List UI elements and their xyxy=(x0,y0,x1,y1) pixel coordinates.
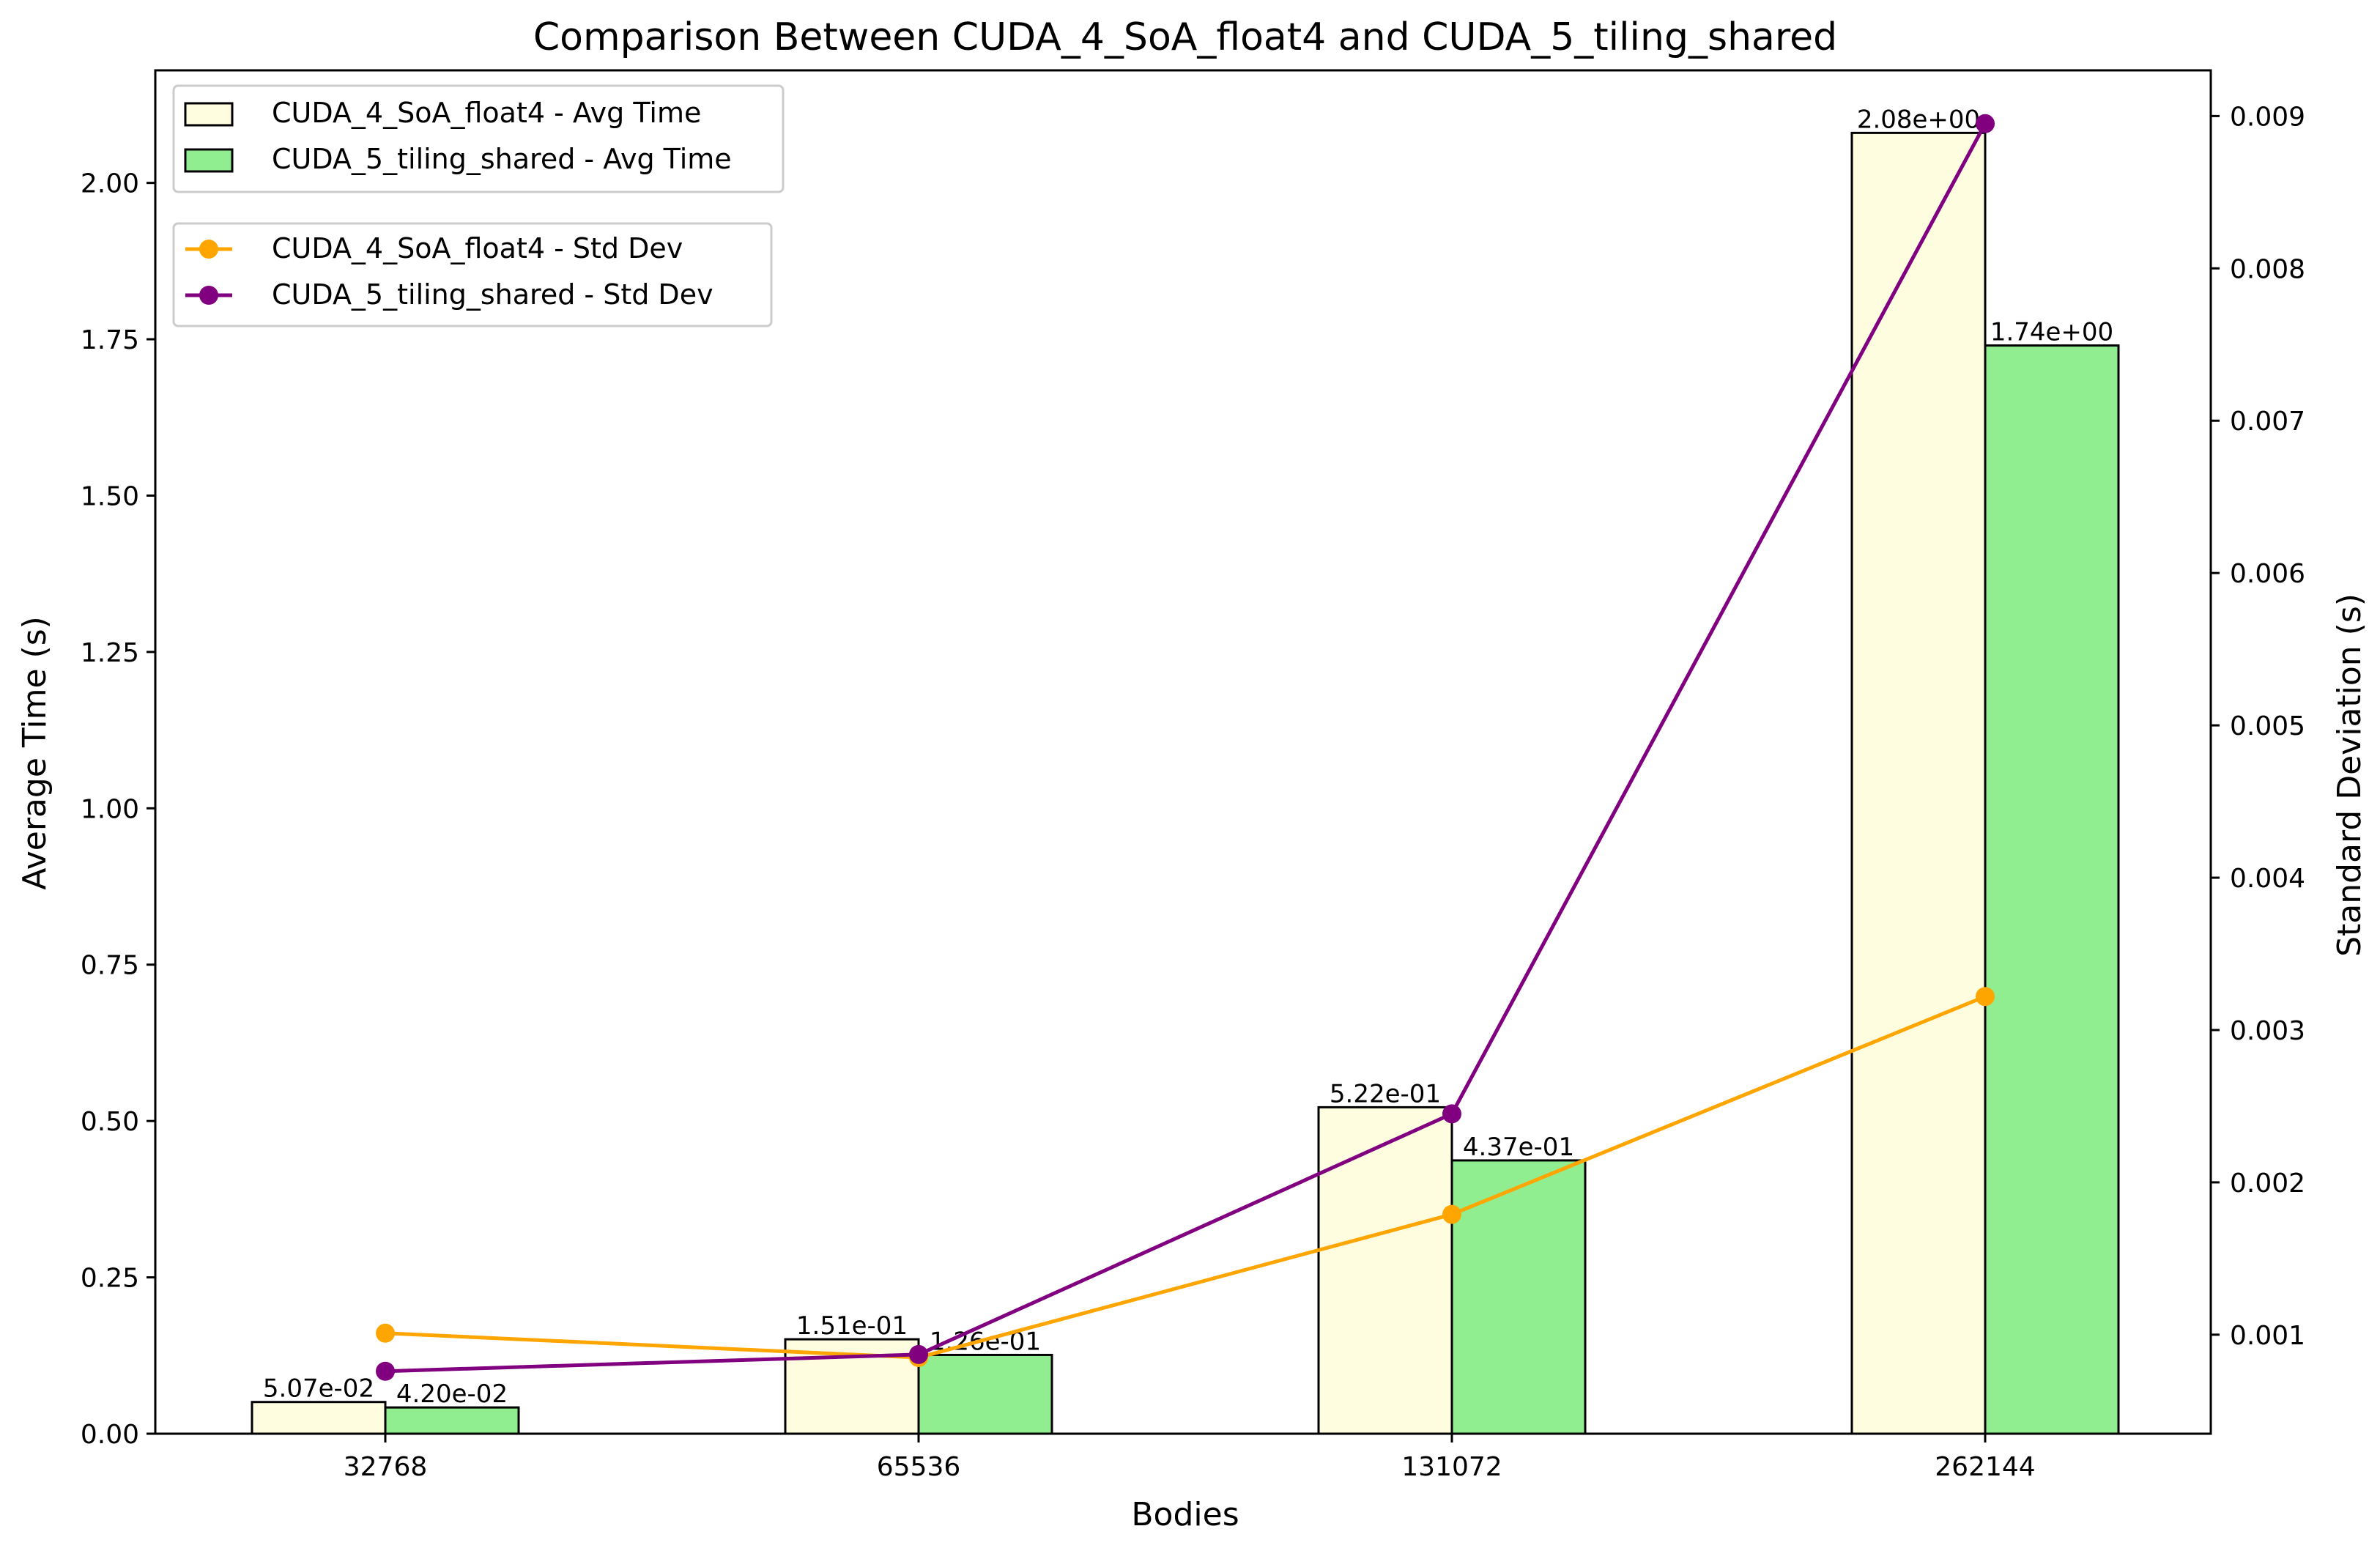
bar-value-label: 1.51e-01 xyxy=(796,1311,908,1341)
legend-swatch-bar-1 xyxy=(184,102,234,127)
legend-swatch-marker-2 xyxy=(199,286,218,305)
bar-value-label: 5.07e-02 xyxy=(263,1374,374,1404)
y2-tick-label: 0.001 xyxy=(2230,1321,2305,1351)
y-tick-label: 1.00 xyxy=(81,794,139,824)
y2-tick-label: 0.003 xyxy=(2230,1016,2305,1046)
line-series-1 xyxy=(385,994,1986,1360)
line-point-2-262144 xyxy=(1976,114,1995,133)
bar-1-131072 xyxy=(1317,1106,1453,1435)
x-tick-label: 32768 xyxy=(344,1452,428,1482)
legend-swatch-bar-2 xyxy=(184,148,234,173)
bar-2-262144 xyxy=(1984,344,2120,1435)
y2-tick-label: 0.002 xyxy=(2230,1169,2305,1199)
y-tick-label: 1.25 xyxy=(81,638,139,668)
y2-tick-label: 0.008 xyxy=(2230,254,2305,284)
legend-box-bars xyxy=(172,84,785,193)
bar-value-label: 2.08e+00 xyxy=(1857,105,1980,134)
x-axis-label: Bodies xyxy=(1131,1496,1239,1533)
y-tick-label: 1.50 xyxy=(81,481,139,511)
bar-value-label: 5.22e-01 xyxy=(1330,1079,1441,1108)
y2-tick-label: 0.004 xyxy=(2230,864,2305,894)
bar-1-32768 xyxy=(251,1401,387,1435)
bar-value-label: 4.20e-02 xyxy=(396,1380,508,1409)
y-tick-label: 0.00 xyxy=(81,1420,139,1450)
line-point-1-32768 xyxy=(376,1323,395,1343)
y2-tick-label: 0.009 xyxy=(2230,102,2305,132)
legend-label-bar-1: CUDA_4_SoA_float4 - Avg Time xyxy=(272,97,701,129)
y-tick-label: 0.25 xyxy=(81,1264,139,1294)
line-point-1-131072 xyxy=(1442,1204,1461,1224)
y-tick-label: 0.50 xyxy=(81,1107,139,1137)
y-tick-label: 2.00 xyxy=(81,169,139,199)
bars-layer xyxy=(251,131,2120,1435)
plot-frame xyxy=(154,69,2212,1435)
axes-layer: 0.00 0.25 0.50 0.75 1.00 1.25 1.50 1.75 2.00 0.00… xyxy=(81,69,2305,1482)
y-tick-label: 1.75 xyxy=(81,325,139,355)
line-point-2-65536 xyxy=(909,1344,928,1364)
bar-2-32768 xyxy=(384,1406,520,1435)
legend-box-lines xyxy=(172,222,773,327)
bar-value-label: 4.37e-01 xyxy=(1463,1133,1574,1162)
bar-1-262144 xyxy=(1850,131,1987,1435)
x-tick-label: 65536 xyxy=(877,1452,961,1482)
line-point-2-131072 xyxy=(1442,1104,1461,1124)
legend: CUDA_4_SoA_float4 - Avg Time CUDA_5_tilin… xyxy=(172,84,785,327)
bar-2-131072 xyxy=(1450,1159,1587,1435)
legend-label-line-2: CUDA_5_tiling_shared - Std Dev xyxy=(272,278,713,311)
y-axis-label: Average Time (s) xyxy=(16,616,53,890)
bar-2-65536 xyxy=(917,1353,1053,1435)
y2-tick-label: 0.006 xyxy=(2230,559,2305,589)
lines-layer xyxy=(376,114,1995,1381)
y2-axis-label: Standard Deviation (s) xyxy=(2331,593,2368,957)
legend-swatch-marker-1 xyxy=(199,240,218,259)
line-series-2 xyxy=(385,122,1987,1374)
chart-title: Comparison Between CUDA_4_SoA_float4 and… xyxy=(533,15,1837,59)
line-point-1-262144 xyxy=(1976,987,1995,1007)
line-point-2-32768 xyxy=(376,1361,395,1381)
legend-label-line-1: CUDA_4_SoA_float4 - Std Dev xyxy=(272,232,683,264)
y-tick-label: 0.75 xyxy=(81,951,139,981)
x-tick-label: 262144 xyxy=(1935,1452,2035,1482)
y2-tick-label: 0.005 xyxy=(2230,711,2305,741)
legend-label-bar-2: CUDA_5_tiling_shared - Avg Time xyxy=(272,143,732,175)
bar-labels-layer: 5.07e-02 1.51e-01 5.22e-01 2.08e+00 4.20e-02… xyxy=(263,105,2113,1409)
bar-value-label: 1.74e+00 xyxy=(1990,318,2113,347)
x-tick-label: 131072 xyxy=(1401,1452,1502,1482)
y2-tick-label: 0.007 xyxy=(2230,407,2305,437)
